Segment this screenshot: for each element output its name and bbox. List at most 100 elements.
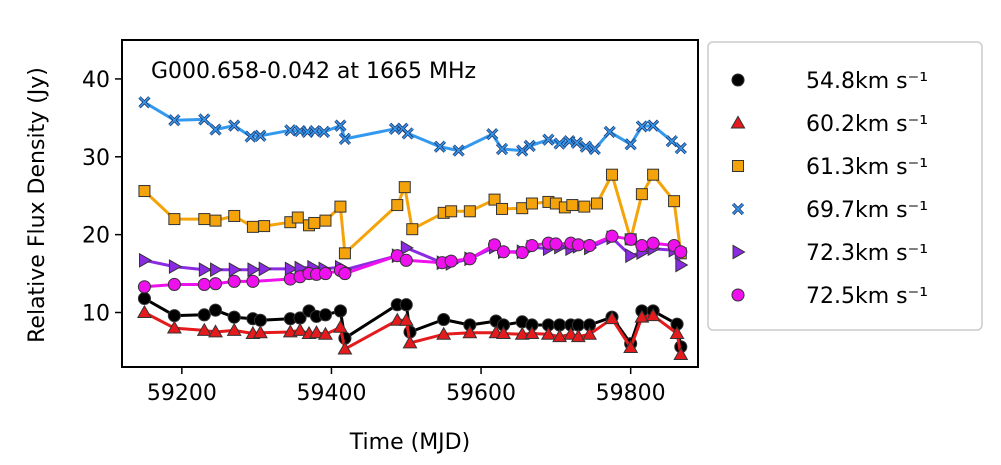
data-point-3-12 [334,119,347,132]
data-point-3-34 [674,142,687,155]
data-point-3-1 [168,114,181,127]
data-point-1-31 [645,308,661,322]
data-point-2-27 [566,199,579,212]
data-point-1-7 [282,324,298,338]
data-point-4-1 [168,259,182,275]
legend-label-1: 60.2km s⁻¹ [806,112,928,137]
series-2 [138,168,687,260]
data-point-3-17 [433,140,447,153]
data-point-3-13 [338,132,352,145]
data-point-1-20 [496,325,511,339]
data-point-2-20 [488,193,501,206]
data-point-0-6 [253,313,267,327]
data-point-5-26 [582,238,597,253]
series-line-3 [143,101,682,153]
data-point-1-8 [292,322,308,336]
data-point-2-13 [338,247,351,260]
legend-label-2: 61.3km s⁻¹ [806,155,928,180]
data-point-5-28 [624,232,638,246]
y-tick-label-1: 20 [82,224,110,249]
data-point-5-25 [571,238,585,252]
data-point-5-23 [549,237,563,251]
data-point-2-8 [291,211,304,224]
data-point-3-2 [198,113,211,126]
data-point-1-18 [462,325,478,339]
x-axis: 59200 59400 59600 59800 [147,367,666,406]
data-point-1-15 [398,312,414,326]
data-point-2-4 [228,209,241,222]
data-point-4-7 [284,261,298,277]
data-point-1-23 [540,326,556,340]
data-point-2-1 [168,213,181,226]
data-point-5-4 [227,274,241,288]
data-point-5-29 [635,238,649,253]
data-point-0-4 [227,310,241,324]
legend: 54.8km s⁻¹ 60.2km s⁻¹ 61.3km s⁻¹ 69.7km s⁻¹… [707,41,983,331]
x-axis-label: Time (MJD) [349,430,470,455]
data-point-1-4 [226,322,242,336]
data-point-3-24 [553,137,566,150]
data-point-3-6 [254,129,267,142]
data-point-3-16 [401,127,414,140]
chart-annotation: G000.658-0.042 at 1665 MHz [151,59,476,84]
data-point-0-2 [197,308,211,322]
data-point-5-3 [208,277,223,291]
data-point-3-27 [579,140,592,153]
data-point-1-1 [166,320,182,334]
y-axis: 10 20 30 40 [82,68,122,327]
data-point-1-29 [623,339,639,353]
data-point-5-17 [463,252,477,266]
data-point-2-14 [391,199,404,212]
data-point-4-0 [138,252,153,268]
data-point-5-18 [487,238,502,252]
data-point-4-5 [247,262,261,278]
data-point-5-14 [399,253,413,267]
legend-marker-4 [732,244,746,260]
data-point-1-26 [570,329,586,343]
data-point-1-24 [552,329,568,343]
data-point-2-10 [308,216,321,229]
data-point-1-3 [208,324,223,338]
data-point-3-22 [523,139,536,152]
series-1 [136,304,689,360]
data-point-3-23 [542,133,555,146]
data-point-0-15 [399,298,413,312]
x-tick-label-1: 59400 [296,381,366,406]
y-tick-label-2: 30 [82,146,110,171]
x-tick-label-0: 59200 [147,381,217,406]
data-point-4-28 [625,248,639,264]
data-point-3-21 [516,144,529,157]
plot-frame [121,39,699,368]
y-tick-label-3: 40 [82,68,110,93]
data-point-1-28 [604,311,620,325]
data-point-2-6 [258,220,271,233]
y-tick-label-0: 10 [82,302,110,327]
legend-marker-2 [732,160,744,172]
data-point-3-19 [486,128,499,141]
data-point-1-22 [524,325,540,339]
data-point-3-11 [317,125,331,138]
data-point-3-0 [138,96,151,109]
data-point-5-19 [496,245,511,259]
series-3 [138,96,687,157]
data-point-3-26 [570,136,583,149]
data-point-0-3 [208,303,223,317]
data-point-3-30 [624,138,637,151]
data-point-3-4 [228,119,241,132]
data-point-2-5 [246,220,259,233]
data-point-4-14 [400,240,414,256]
data-point-5-16 [444,254,458,268]
data-point-1-21 [514,326,530,340]
data-point-5-30 [646,236,660,250]
legend-label-4: 72.3km s⁻¹ [806,241,928,266]
data-point-2-32 [635,188,648,201]
legend-item-2: 61.3km s⁻¹ [732,155,928,180]
legend-item-1: 60.2km s⁻¹ [730,112,928,137]
series-5 [137,229,688,294]
x-tick-label-3: 59800 [596,381,666,406]
legend-item-5: 72.5km s⁻¹ [731,284,928,309]
data-point-2-33 [647,168,660,181]
data-point-2-19 [463,205,476,218]
data-point-4-3 [210,262,224,278]
